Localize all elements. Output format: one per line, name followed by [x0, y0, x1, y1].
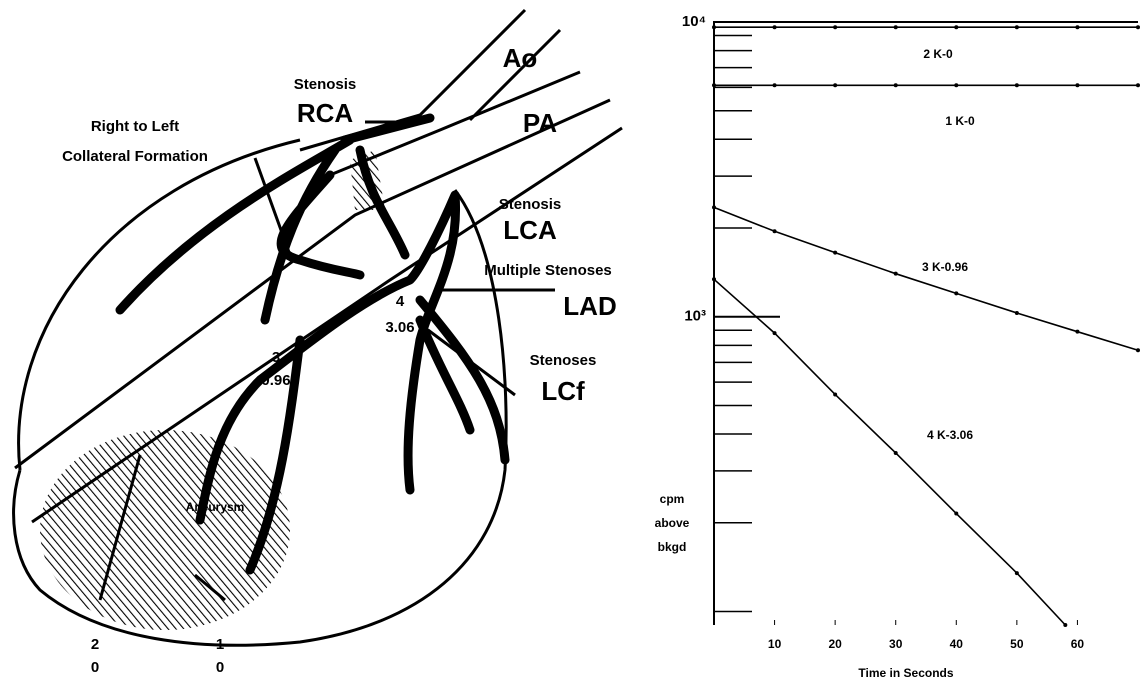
series-label: 1 K-0	[945, 114, 975, 128]
data-point	[893, 83, 898, 88]
axes-frame	[713, 21, 1138, 625]
data-point	[893, 25, 898, 30]
data-point	[1075, 329, 1080, 334]
diagram-label: Stenosis	[294, 76, 357, 93]
series-line	[713, 206, 1139, 351]
diagram-label: Stenoses	[530, 352, 597, 369]
diagram-label: Right to Left	[91, 118, 179, 135]
x-tick-label: 50	[1010, 637, 1024, 651]
y-tick-label: 10³	[684, 308, 706, 325]
rca-vessels	[115, 113, 435, 325]
data-point	[954, 25, 959, 30]
data-point	[1014, 83, 1019, 88]
y-axis-label: above	[655, 516, 690, 530]
series-label: 2 K-0	[923, 47, 953, 61]
data-point	[954, 511, 959, 516]
x-tick-label: 60	[1071, 637, 1085, 651]
heart-diagram	[12, 8, 623, 647]
x-axis-label: Time in Seconds	[858, 666, 953, 680]
series-label: 3 K-0.96	[922, 260, 968, 274]
data-point	[712, 83, 716, 88]
y-axis-label: bkgd	[658, 540, 687, 554]
data-point	[833, 83, 838, 88]
series-line	[713, 278, 1066, 626]
left-coronary-vessels	[195, 190, 510, 575]
diagram-label: PA	[523, 108, 557, 138]
diagram-label: 4	[396, 293, 405, 310]
data-point	[954, 83, 959, 88]
diagram-label: 3.06	[385, 319, 414, 336]
data-point	[1075, 25, 1080, 30]
y-axis-label: cpm	[660, 492, 685, 506]
data-point	[1136, 83, 1140, 88]
data-point	[833, 250, 838, 255]
heart-outline	[12, 138, 508, 647]
data-point	[712, 205, 716, 210]
diagram-label: 3	[272, 349, 280, 366]
diagram-label: 0	[216, 659, 224, 676]
aneurysm-area	[40, 430, 290, 630]
data-point	[1014, 571, 1019, 576]
data-point	[712, 277, 716, 282]
data-point	[1136, 25, 1140, 30]
data-point	[772, 25, 777, 30]
diagram-label: 0	[91, 659, 99, 676]
data-point	[772, 331, 777, 336]
diagram-label: LCA	[503, 215, 557, 245]
data-point	[1136, 348, 1140, 353]
data-point	[833, 392, 838, 397]
data-point	[1063, 623, 1068, 627]
x-tick-label: 30	[889, 637, 903, 651]
data-point	[712, 25, 716, 30]
diagram-label: LAD	[563, 291, 616, 321]
diagram-label: LCf	[541, 376, 585, 406]
data-point	[1014, 25, 1019, 30]
data-point	[893, 271, 898, 276]
x-tick-label: 40	[950, 637, 964, 651]
collateral-hatch	[350, 150, 385, 210]
data-point	[893, 450, 898, 455]
data-point	[772, 83, 777, 88]
diagram-label: Stenosis	[499, 196, 562, 213]
diagram-label: 1	[216, 636, 224, 653]
diagram-label: Ao	[503, 43, 538, 73]
diagram-label: Aneurysm	[186, 500, 245, 514]
diagram-label: Collateral Formation	[62, 148, 208, 165]
data-point	[772, 229, 777, 234]
data-point	[1075, 83, 1080, 88]
diagram-labels: Ao PA Stenosis RCA Right to Left Collateral F…	[62, 43, 617, 676]
diagram-label: 0.96	[261, 372, 290, 389]
data-point	[954, 291, 959, 296]
pointer-lines	[98, 120, 555, 602]
diagram-label: 2	[91, 636, 99, 653]
y-tick-label: 10⁴	[682, 13, 706, 30]
diagram-label: Multiple Stenoses	[484, 262, 612, 279]
diagram-label: RCA	[297, 98, 354, 128]
chart: 10³ 10⁴ 10 20 30 40 50 60 Time in Seconds cpm abov…	[655, 13, 1140, 680]
x-tick-label: 10	[768, 637, 782, 651]
great-vessel-band	[14, 98, 623, 524]
x-tick-label: 20	[828, 637, 842, 651]
data-point	[833, 25, 838, 30]
series-label: 4 K-3.06	[927, 428, 973, 442]
data-point	[1014, 310, 1019, 315]
